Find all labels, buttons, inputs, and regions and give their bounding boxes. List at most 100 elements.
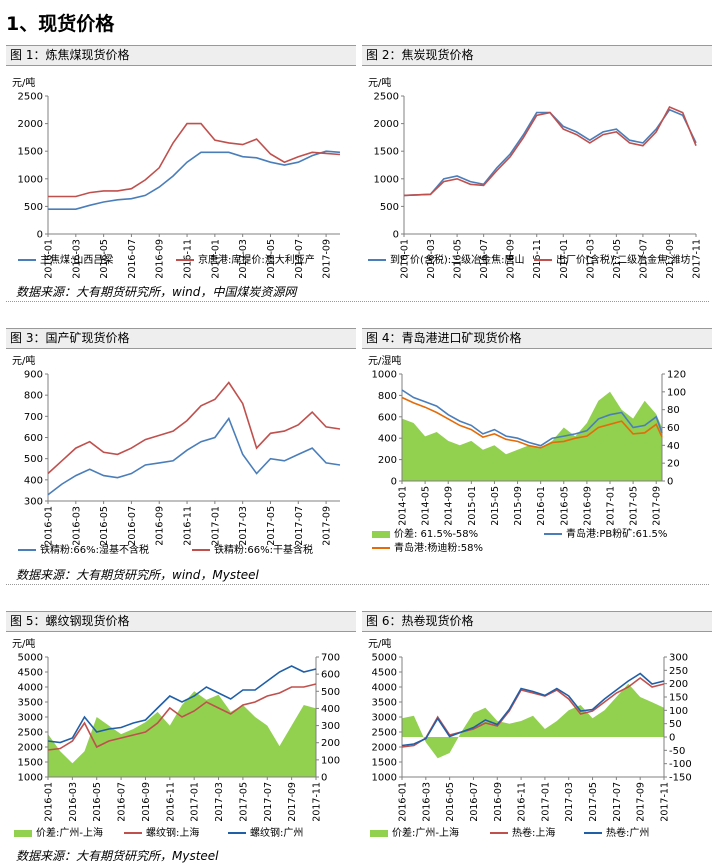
x-tick-label: 2016-03 <box>421 782 432 822</box>
x-tick-label: 2016-05 <box>559 486 570 526</box>
legend-label: 热卷:广州 <box>606 826 649 839</box>
legend-label: 铁精粉:66%:干基含税 <box>214 543 313 556</box>
x-tick-label: 2017-01 <box>559 239 570 279</box>
chart-fig5: 元/吨 1000 1500 2000 2500 3000 3500 4000 4500 5000 0… <box>12 637 340 839</box>
y-tick-label: 200 <box>378 455 397 466</box>
series-area <box>48 691 316 777</box>
chart-title: 图 3：国产矿现货价格 <box>6 328 356 349</box>
x-tick-label: 2017-07 <box>612 782 623 822</box>
x-tick-label: 2016-07 <box>127 506 138 546</box>
y-tick-label: 0 <box>37 230 43 241</box>
y2-tick-label: 200 <box>669 679 688 690</box>
x-tick-label: 2016-03 <box>71 239 82 279</box>
y-tick-label: 1000 <box>372 773 397 784</box>
y2-tick-label: 120 <box>667 370 686 381</box>
y-tick-label: 800 <box>378 391 397 402</box>
y-axis-unit: 元/吨 <box>12 354 35 367</box>
x-tick-label: 2016-03 <box>426 239 437 279</box>
x-tick-label: 2014-05 <box>421 486 432 526</box>
y2-tick-label: 400 <box>321 704 340 715</box>
x-tick-label: 2016-09 <box>506 239 517 279</box>
y-tick-label: 3500 <box>18 698 43 709</box>
y2-tick-label: 300 <box>669 653 688 664</box>
x-tick-label: 2014-01 <box>398 486 409 526</box>
series-line <box>48 150 341 210</box>
x-tick-label: 2017-03 <box>238 506 249 546</box>
x-tick-label: 2017-01 <box>190 782 201 822</box>
y-tick-label: 2500 <box>372 728 397 739</box>
panel-fig3: 图 3：国产矿现货价格 元/吨 300 400 500 600 700 800 900 2016… <box>6 328 356 581</box>
legend-label: 到厂价(含税):二级冶金焦:唐山 <box>390 253 525 266</box>
y2-tick-label: 600 <box>321 670 340 681</box>
y-tick-label: 1500 <box>18 758 43 769</box>
y2-tick-label: 0 <box>667 477 673 488</box>
chart-fig3: 元/吨 300 400 500 600 700 800 900 2016-01 2016-03 20… <box>12 354 341 556</box>
y2-tick-label: 150 <box>669 693 688 704</box>
y2-tick-label: 0 <box>321 773 327 784</box>
x-tick-label: 2016-03 <box>71 506 82 546</box>
y2-tick-label: 200 <box>321 738 340 749</box>
x-tick-label: 2017-09 <box>665 239 676 279</box>
y-tick-label: 400 <box>378 434 397 445</box>
x-tick-label: 2016-11 <box>183 506 194 546</box>
legend-label: 螺纹钢:广州 <box>250 826 303 839</box>
series-line <box>403 105 697 197</box>
x-tick-label: 2016-09 <box>155 506 166 546</box>
legend-label: 价差:广州-上海 <box>36 826 103 839</box>
source-note: 数据来源：大有期货研究所，wind，Mysteel <box>16 568 259 582</box>
panel-fig5: 图 5：螺纹钢现货价格 元/吨 1000 1500 2000 2500 3000 3500 4… <box>6 611 356 862</box>
panel-fig4: 图 4：青岛港进口矿现货价格 元/湿吨 0 200 400 600 800 1000 0 20 4… <box>362 328 712 581</box>
y-tick-label: 2000 <box>18 743 43 754</box>
y2-tick-label: 100 <box>669 706 688 717</box>
x-tick-label: 2017-09 <box>322 506 333 546</box>
x-tick-label: 2016-11 <box>165 782 176 822</box>
y-tick-label: 2000 <box>374 119 399 130</box>
chart-title: 图 6：热卷现货价格 <box>362 611 712 632</box>
x-tick-label: 2017-01 <box>606 486 617 526</box>
x-tick-label: 2016-05 <box>445 782 456 822</box>
x-tick-label: 2017-03 <box>238 239 249 279</box>
y2-tick-label: -50 <box>669 746 685 757</box>
legend-label: 青岛港:PB粉矿:61.5% <box>566 527 667 540</box>
x-tick-label: 2016-07 <box>117 782 128 822</box>
x-tick-label: 2016-01 <box>536 486 547 526</box>
y2-tick-label: 20 <box>667 459 680 470</box>
x-tick-label: 2016-07 <box>127 239 138 279</box>
x-tick-label: 2017-05 <box>238 782 249 822</box>
x-tick-label: 2017-09 <box>322 239 333 279</box>
y2-tick-label: 0 <box>669 733 675 744</box>
legend-label: 京唐港:库提价:澳大利亚产 <box>198 253 315 266</box>
y2-tick-label: -100 <box>669 759 692 770</box>
series-line <box>401 396 663 449</box>
chart-fig2: 元/吨 0 500 1000 1500 2000 2500 2016-01 2016-03 201… <box>368 76 703 279</box>
section-title: 1、现货价格 <box>6 13 115 35</box>
chart-title: 图 4：青岛港进口矿现货价格 <box>362 328 712 349</box>
y2-tick-label: 60 <box>667 423 680 434</box>
x-tick-label: 2016-01 <box>44 782 55 822</box>
y2-tick-label: 700 <box>321 653 340 664</box>
y-tick-label: 1000 <box>18 773 43 784</box>
y-axis-unit: 元/吨 <box>368 637 391 650</box>
chart-fig4: 元/湿吨 0 200 400 600 800 1000 0 20 40 60 80 100 120 2014… <box>368 354 686 554</box>
y-tick-label: 600 <box>378 412 397 423</box>
x-tick-label: 2017-03 <box>564 782 575 822</box>
x-tick-label: 2016-05 <box>99 239 110 279</box>
x-tick-label: 2016-09 <box>493 782 504 822</box>
y-tick-label: 300 <box>24 497 43 508</box>
legend-label: 价差: 61.5%-58% <box>394 527 478 540</box>
y-tick-label: 0 <box>393 230 399 241</box>
y2-tick-label: 100 <box>321 755 340 766</box>
y-tick-label: 4000 <box>372 683 397 694</box>
y2-tick-label: 250 <box>669 666 688 677</box>
y-tick-label: 700 <box>24 412 43 423</box>
x-tick-label: 2016-05 <box>99 506 110 546</box>
y-axis-unit: 元/吨 <box>12 76 35 89</box>
y-tick-label: 1000 <box>372 370 397 381</box>
y-tick-label: 600 <box>24 433 43 444</box>
x-tick-label: 2015-01 <box>467 486 478 526</box>
x-tick-label: 2016-05 <box>92 782 103 822</box>
y-tick-label: 1500 <box>372 758 397 769</box>
x-tick-label: 2017-01 <box>210 506 221 546</box>
y-tick-label: 400 <box>24 475 43 486</box>
series-line <box>401 672 665 747</box>
